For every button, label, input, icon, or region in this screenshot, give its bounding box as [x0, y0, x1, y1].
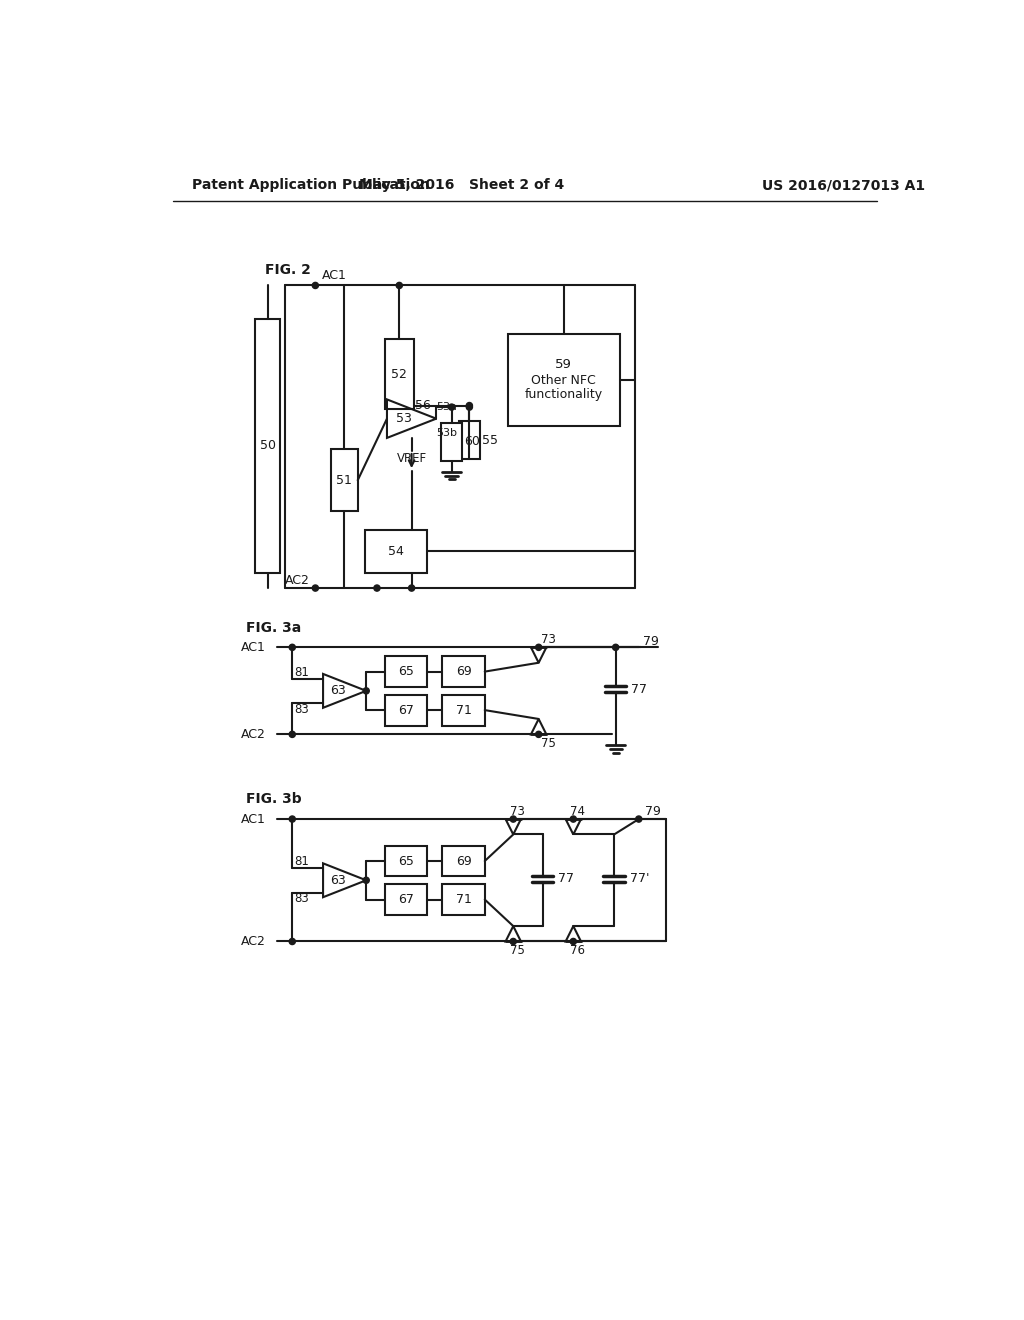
Circle shape — [612, 644, 618, 651]
Circle shape — [570, 816, 577, 822]
Text: US 2016/0127013 A1: US 2016/0127013 A1 — [762, 178, 925, 193]
Text: 77: 77 — [631, 682, 647, 696]
Text: AC2: AC2 — [241, 935, 265, 948]
Text: 63: 63 — [331, 684, 346, 697]
Bar — [385, 846, 427, 876]
Text: 59: 59 — [555, 358, 572, 371]
Text: 67: 67 — [398, 704, 414, 717]
Text: 54: 54 — [388, 545, 404, 558]
Text: 76: 76 — [570, 944, 586, 957]
Circle shape — [364, 688, 370, 694]
Text: 60: 60 — [464, 436, 480, 449]
Text: functionality: functionality — [524, 388, 603, 400]
Text: 67: 67 — [398, 894, 414, 906]
Circle shape — [536, 731, 542, 738]
Circle shape — [449, 404, 455, 411]
Circle shape — [364, 878, 370, 883]
Text: 79: 79 — [643, 635, 658, 648]
Bar — [442, 694, 484, 726]
Circle shape — [289, 939, 295, 945]
Text: 83: 83 — [295, 702, 309, 715]
Text: 73: 73 — [510, 805, 525, 818]
Circle shape — [636, 816, 642, 822]
Circle shape — [374, 585, 380, 591]
Circle shape — [466, 404, 472, 411]
Text: AC2: AC2 — [285, 574, 309, 587]
Text: 53a: 53a — [436, 403, 457, 412]
Text: Patent Application Publication: Patent Application Publication — [193, 178, 430, 193]
Circle shape — [396, 282, 402, 289]
Text: 55: 55 — [481, 434, 498, 446]
Text: 77': 77' — [630, 873, 649, 886]
Text: 71: 71 — [456, 894, 471, 906]
Text: 65: 65 — [398, 854, 414, 867]
Text: 52: 52 — [391, 367, 408, 380]
Text: 53: 53 — [396, 412, 412, 425]
Circle shape — [409, 585, 415, 591]
Bar — [459, 421, 480, 459]
Text: 77: 77 — [558, 873, 573, 886]
Bar — [385, 884, 427, 915]
Circle shape — [536, 644, 542, 651]
Text: 51: 51 — [336, 474, 352, 487]
Text: May 5, 2016   Sheet 2 of 4: May 5, 2016 Sheet 2 of 4 — [359, 178, 564, 193]
Text: FIG. 2: FIG. 2 — [265, 263, 311, 277]
Text: 65: 65 — [398, 665, 414, 678]
Bar — [331, 450, 357, 511]
Text: 71: 71 — [456, 704, 471, 717]
Bar — [508, 334, 620, 426]
Text: Other NFC: Other NFC — [531, 374, 596, 387]
Text: 69: 69 — [456, 854, 471, 867]
Text: FIG. 3a: FIG. 3a — [246, 622, 301, 635]
Bar — [366, 531, 427, 573]
Circle shape — [312, 282, 318, 289]
Text: 63: 63 — [331, 874, 346, 887]
Text: 83: 83 — [295, 892, 309, 906]
Text: 75: 75 — [510, 944, 525, 957]
Bar — [441, 422, 463, 461]
Circle shape — [312, 585, 318, 591]
Text: 81: 81 — [295, 855, 309, 869]
Circle shape — [570, 939, 577, 945]
Text: 69: 69 — [456, 665, 471, 678]
Circle shape — [289, 816, 295, 822]
Circle shape — [289, 644, 295, 651]
Bar — [255, 318, 280, 573]
Text: 73: 73 — [541, 634, 556, 647]
Text: AC1: AC1 — [241, 640, 265, 653]
Text: 74: 74 — [570, 805, 586, 818]
Bar — [385, 694, 427, 726]
Text: AC2: AC2 — [241, 727, 265, 741]
Text: 81: 81 — [295, 665, 309, 678]
Bar — [442, 846, 484, 876]
Bar — [442, 884, 484, 915]
Bar — [385, 339, 414, 409]
Text: 50: 50 — [260, 440, 275, 453]
Text: FIG. 3b: FIG. 3b — [246, 792, 302, 807]
Text: 53b: 53b — [436, 428, 458, 437]
Text: 79: 79 — [645, 805, 660, 818]
Text: 75: 75 — [541, 737, 556, 750]
Text: AC1: AC1 — [241, 813, 265, 825]
Bar — [385, 656, 427, 686]
Circle shape — [466, 403, 472, 409]
Text: VREF: VREF — [396, 453, 427, 465]
Circle shape — [510, 939, 516, 945]
Circle shape — [289, 731, 295, 738]
Text: AC1: AC1 — [322, 269, 346, 282]
Bar — [442, 656, 484, 686]
Circle shape — [510, 816, 516, 822]
Text: 56: 56 — [416, 399, 431, 412]
